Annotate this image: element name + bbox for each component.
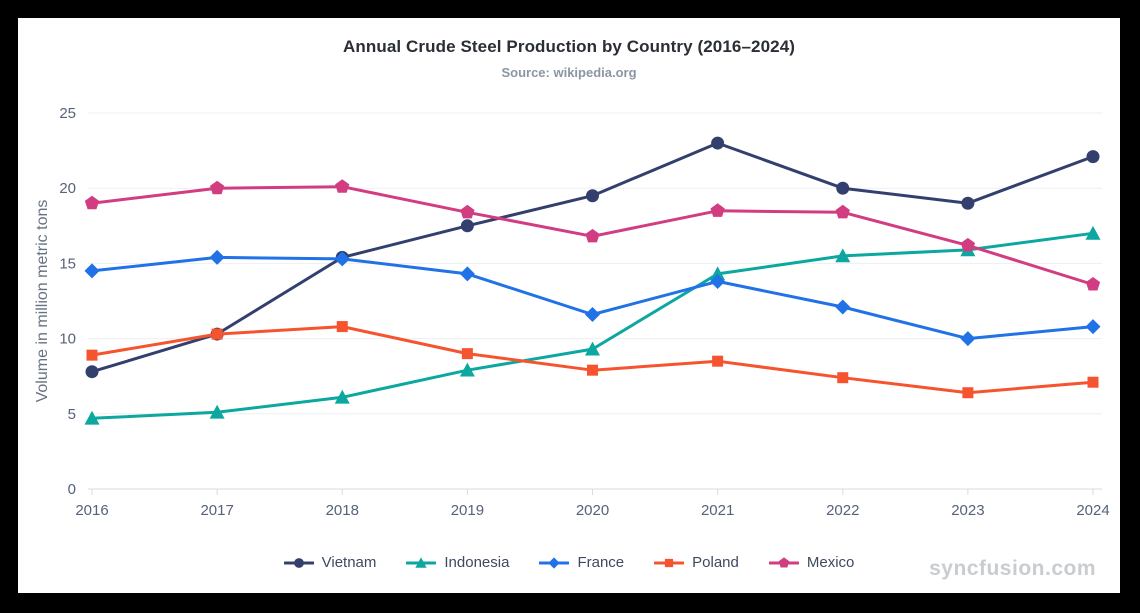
data-point-indonesia-2020[interactable] (585, 341, 600, 356)
data-point-mexico-2016[interactable] (84, 195, 100, 210)
legend-label-indonesia: Indonesia (444, 554, 510, 571)
x-axis-label-2016: 2016 (75, 502, 108, 519)
data-point-mexico-2019[interactable] (460, 204, 475, 219)
data-point-indonesia-2016[interactable] (84, 410, 100, 425)
y-axis-label-25: 25 (59, 105, 76, 122)
data-point-vietnam-2023[interactable] (961, 196, 975, 210)
x-axis-label-2018: 2018 (326, 502, 359, 519)
data-point-indonesia-2021[interactable] (710, 266, 726, 281)
data-point-vietnam-2022[interactable] (836, 181, 850, 195)
legend-item-vietnam[interactable]: Vietnam (283, 554, 377, 571)
data-point-france-2021[interactable] (710, 273, 726, 289)
y-axis-label-5: 5 (68, 406, 76, 423)
data-point-france-2018[interactable] (334, 251, 350, 267)
data-point-indonesia-2022[interactable] (835, 248, 851, 263)
triangle-legend-marker-icon (406, 556, 437, 568)
watermark: syncfusion.com (929, 557, 1096, 580)
data-point-france-2016[interactable] (84, 263, 100, 279)
legend-marker-vietnam (293, 557, 304, 568)
data-point-mexico-2024[interactable] (1085, 276, 1101, 291)
data-point-mexico-2023[interactable] (960, 237, 976, 252)
legend-label-vietnam: Vietnam (321, 554, 377, 571)
square-legend-marker-icon (654, 558, 685, 567)
data-point-poland-2016[interactable] (86, 349, 98, 361)
pentagon-legend-marker-icon (768, 556, 799, 568)
legend-label-poland: Poland (692, 554, 739, 571)
line-chart-plot-area: 0 5 10 15 20 25 2016 2017 2018 2019 2020 2021 2022 20… (59, 105, 1109, 519)
circle-legend-marker-icon (283, 557, 314, 568)
legend-item-mexico[interactable]: Mexico (768, 554, 855, 571)
chart-canvas: Annual Crude Steel Production by Country… (18, 18, 1120, 593)
data-point-indonesia-2024[interactable] (1085, 225, 1101, 240)
data-point-vietnam-2019[interactable] (460, 219, 474, 233)
data-point-france-2022[interactable] (835, 299, 851, 315)
data-point-indonesia-2018[interactable] (334, 389, 350, 404)
y-axis-label-0: 0 (68, 481, 76, 498)
x-axis-label-2021: 2021 (701, 502, 734, 519)
series-line-france (90, 255, 1095, 341)
data-point-france-2020[interactable] (585, 307, 600, 323)
x-axis-label-2024: 2024 (1076, 502, 1109, 519)
legend-marker-poland (665, 558, 674, 567)
data-point-poland-2024[interactable] (1087, 376, 1099, 388)
data-point-poland-2017[interactable] (211, 328, 223, 340)
data-point-mexico-2017[interactable] (209, 180, 225, 195)
legend: Vietnam Indonesia France Poland Mexico (18, 554, 1120, 571)
data-point-mexico-2020[interactable] (585, 228, 600, 243)
data-point-mexico-2022[interactable] (835, 204, 850, 219)
data-point-vietnam-2021[interactable] (711, 136, 725, 150)
data-point-vietnam-2016[interactable] (85, 365, 99, 379)
legend-label-mexico: Mexico (806, 554, 855, 571)
series-line-poland (90, 325, 1095, 395)
data-point-indonesia-2019[interactable] (459, 362, 475, 377)
x-axis-label-2019: 2019 (451, 502, 484, 519)
data-point-poland-2021[interactable] (712, 355, 724, 367)
x-axis-label-2023: 2023 (951, 502, 984, 519)
data-point-france-2024[interactable] (1085, 319, 1101, 335)
y-axis-label-15: 15 (59, 255, 76, 272)
data-point-poland-2019[interactable] (461, 348, 473, 360)
legend-item-poland[interactable]: Poland (654, 554, 739, 571)
legend-item-france[interactable]: France (539, 554, 624, 571)
x-axis-label-2020: 2020 (576, 502, 609, 519)
data-point-mexico-2018[interactable] (335, 179, 350, 193)
data-point-poland-2018[interactable] (336, 321, 348, 333)
legend-label-france: France (577, 554, 625, 571)
y-axis-label-20: 20 (59, 180, 76, 197)
legend-marker-mexico (778, 556, 790, 568)
x-axis-label-2022: 2022 (826, 502, 859, 519)
data-point-france-2017[interactable] (209, 249, 225, 265)
data-point-indonesia-2017[interactable] (209, 404, 225, 419)
data-point-poland-2023[interactable] (962, 387, 974, 399)
data-point-france-2023[interactable] (960, 331, 976, 347)
legend-item-indonesia[interactable]: Indonesia (406, 554, 509, 571)
data-point-vietnam-2024[interactable] (1086, 150, 1100, 164)
legend-marker-indonesia (415, 556, 428, 568)
y-axis-label-10: 10 (59, 331, 76, 348)
data-point-vietnam-2020[interactable] (586, 189, 599, 203)
legend-marker-france (548, 556, 561, 569)
data-point-poland-2020[interactable] (587, 364, 598, 376)
data-point-poland-2022[interactable] (837, 372, 849, 384)
data-point-france-2019[interactable] (459, 266, 475, 282)
diamond-legend-marker-icon (539, 556, 570, 569)
x-axis-label-2017: 2017 (200, 502, 233, 519)
data-point-mexico-2021[interactable] (710, 203, 725, 217)
